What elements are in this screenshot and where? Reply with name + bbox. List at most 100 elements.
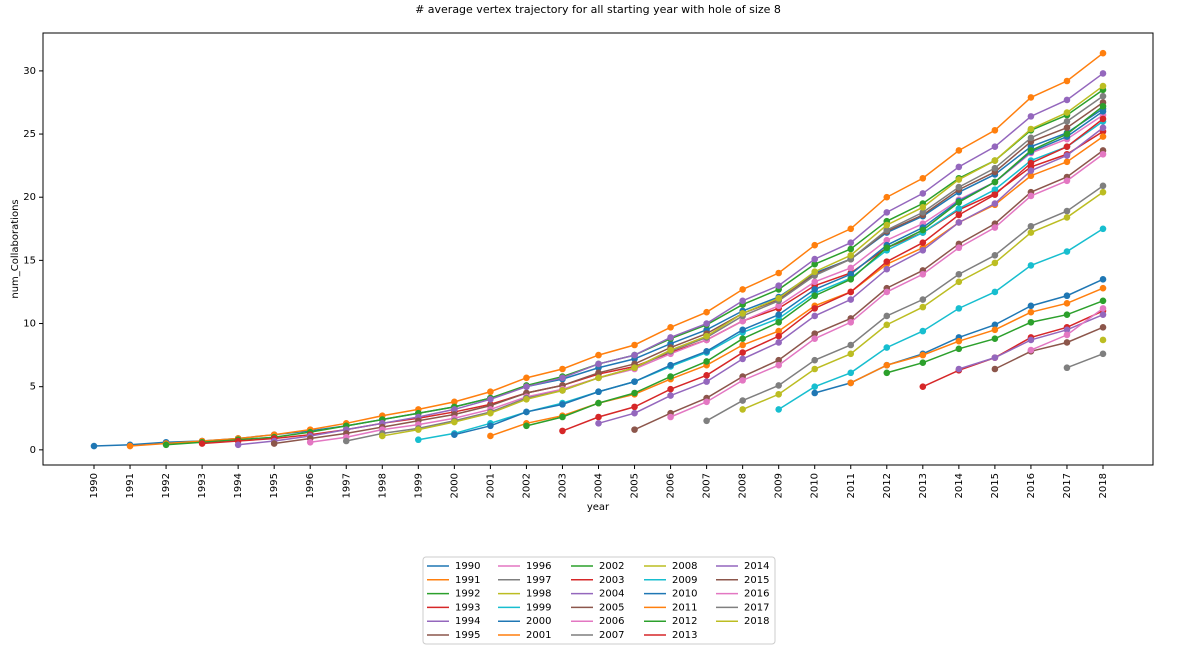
- x-tick-label: 2014: [954, 473, 965, 498]
- data-point: [991, 335, 999, 342]
- data-point: [811, 312, 819, 320]
- legend-label: 2005: [599, 602, 624, 613]
- legend-label: 1998: [526, 589, 551, 600]
- data-point: [811, 241, 819, 249]
- data-point: [667, 361, 674, 369]
- data-point: [595, 351, 602, 359]
- data-point: [451, 431, 458, 438]
- data-point: [595, 413, 602, 421]
- legend-label: 2004: [599, 589, 624, 600]
- data-point: [991, 200, 999, 207]
- x-tick-label: 1999: [413, 473, 424, 498]
- data-point: [523, 408, 530, 416]
- legend-label: 1997: [526, 575, 551, 586]
- y-tick-label: 10: [23, 319, 36, 330]
- data-point: [631, 389, 638, 397]
- data-point: [703, 320, 710, 327]
- data-point: [703, 308, 710, 316]
- data-point: [955, 270, 963, 278]
- data-point: [883, 221, 891, 229]
- legend-label: 1992: [455, 589, 480, 600]
- x-tick-label: 2017: [1062, 473, 1073, 498]
- data-point: [1063, 331, 1071, 339]
- data-point: [667, 413, 674, 421]
- data-point: [1099, 336, 1107, 344]
- data-point: [667, 334, 674, 341]
- data-point: [775, 332, 782, 340]
- data-point: [955, 337, 963, 345]
- data-point: [991, 178, 999, 186]
- data-point: [1063, 77, 1071, 85]
- data-point: [775, 327, 782, 335]
- x-tick-label: 1994: [233, 473, 244, 498]
- chart-title: # average vertex trajectory for all star…: [415, 3, 781, 16]
- series-line: [994, 326, 1104, 370]
- data-point: [955, 278, 963, 286]
- data-point: [883, 312, 891, 320]
- data-point: [703, 398, 710, 406]
- series-line: [922, 310, 1104, 388]
- data-point: [919, 209, 927, 216]
- data-point: [775, 269, 782, 277]
- data-point: [1099, 188, 1107, 196]
- legend-label: 2013: [672, 630, 697, 641]
- y-tick-label: 25: [23, 129, 36, 140]
- legend-label: 2010: [672, 589, 697, 600]
- data-point: [703, 348, 710, 355]
- data-point: [739, 377, 746, 384]
- data-point: [667, 385, 674, 393]
- legend-label: 2001: [526, 630, 551, 641]
- data-point: [631, 364, 638, 372]
- data-point: [1063, 152, 1071, 159]
- data-point: [991, 326, 999, 334]
- data-point: [991, 191, 999, 198]
- data-point: [739, 341, 746, 349]
- y-tick-label: 30: [23, 66, 36, 77]
- x-tick-label: 1991: [125, 473, 136, 498]
- data-point: [1099, 297, 1107, 305]
- data-point: [1063, 326, 1071, 334]
- data-point: [811, 383, 819, 390]
- data-point: [1027, 222, 1035, 230]
- data-point: [739, 317, 746, 325]
- data-point: [559, 387, 566, 394]
- data-point: [234, 441, 242, 449]
- legend-label: 1994: [455, 616, 480, 627]
- data-point: [919, 296, 927, 303]
- x-tick-label: 2004: [594, 473, 605, 498]
- legend-label: 2018: [744, 616, 769, 627]
- data-point: [991, 354, 999, 361]
- data-point: [919, 239, 927, 246]
- x-tick-label: 2008: [738, 473, 749, 498]
- data-point: [847, 225, 855, 233]
- data-point: [811, 278, 819, 286]
- data-point: [1099, 225, 1107, 233]
- series-line: [778, 228, 1104, 411]
- data-point: [1063, 364, 1071, 372]
- data-point: [955, 198, 963, 206]
- data-point: [955, 183, 963, 191]
- data-point: [739, 335, 746, 342]
- data-point: [811, 335, 819, 342]
- data-point: [847, 369, 855, 377]
- data-point: [1063, 118, 1071, 125]
- series-line: [1066, 353, 1104, 369]
- y-tick-label: 0: [30, 445, 36, 456]
- data-point: [703, 332, 710, 340]
- legend-label: 2014: [744, 561, 769, 572]
- data-point: [1027, 125, 1035, 133]
- data-point: [559, 374, 566, 382]
- data-point: [919, 204, 927, 211]
- data-point: [955, 365, 963, 373]
- data-point: [631, 426, 638, 433]
- data-point: [559, 427, 566, 435]
- data-point: [703, 358, 710, 365]
- data-point: [991, 157, 999, 164]
- data-point: [847, 350, 855, 358]
- data-point: [595, 374, 602, 382]
- legend-label: 2015: [744, 575, 769, 586]
- x-tick-label: 1992: [161, 473, 172, 498]
- y-tick-label: 5: [30, 382, 36, 393]
- data-point: [847, 239, 855, 246]
